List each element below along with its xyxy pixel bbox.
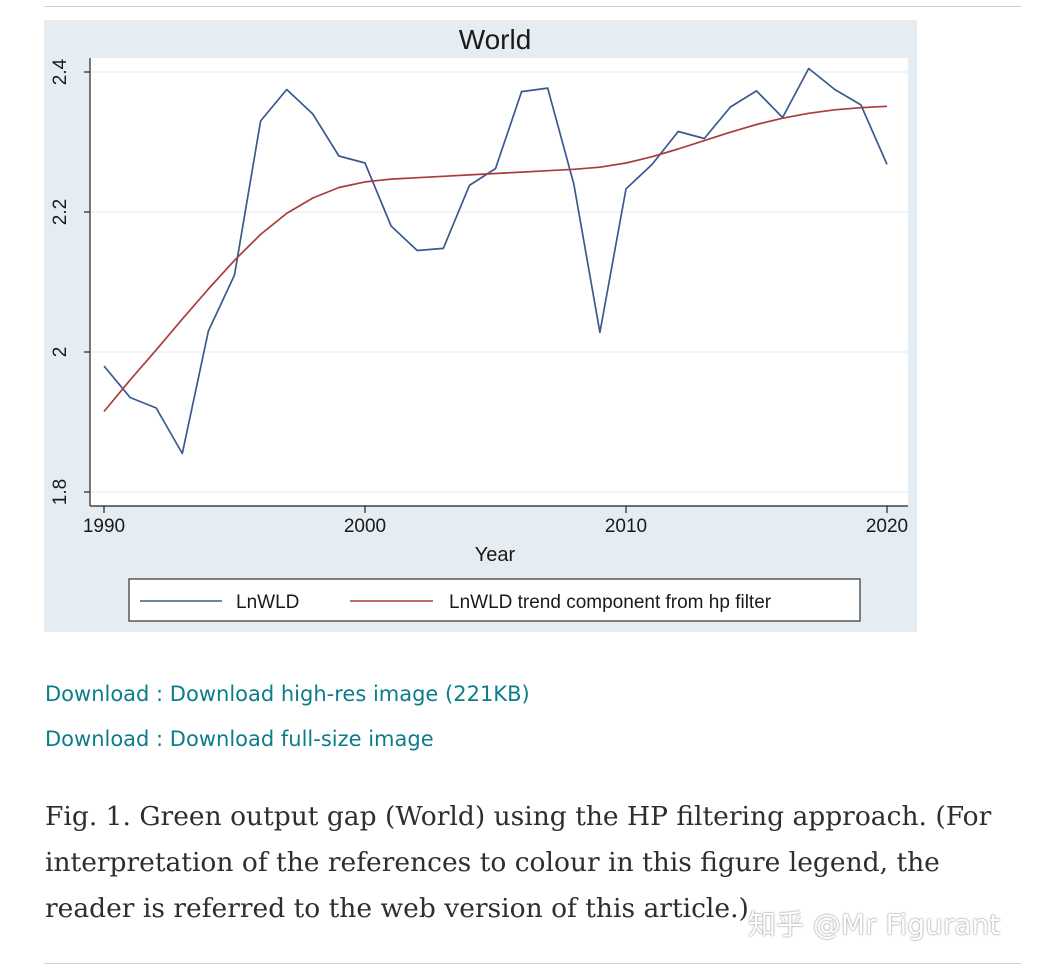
series-line-trend [103,105,888,413]
download-full-size-link[interactable]: Download : Download full-size image [45,727,434,751]
download-high-res-link[interactable]: Download : Download high-res image (221K… [45,682,530,706]
y-tick-label: 2 [50,347,71,358]
plot-area [90,58,908,506]
legend-label-lnwld: LnWLD [236,592,299,613]
x-axis-label: Year [475,544,516,566]
x-tick-label: 1990 [83,516,125,537]
watermark: 知乎 @Mr Figurant [748,908,1001,941]
legend-box [128,578,861,622]
top-divider [44,6,1021,7]
x-tick-label: 2020 [866,516,908,537]
chart-svg: World 1.8 2 2.2 2.4 1990 2000 2010 2020 Year Ln… [44,20,917,632]
grid-layer [90,71,908,493]
figure-chart: World 1.8 2 2.2 2.4 1990 2000 2010 2020 Year Ln… [44,20,917,632]
axis-layer: 1.8 2 2.2 2.4 1990 2000 2010 2020 [50,58,908,537]
x-tick-label: 2010 [605,516,647,537]
legend-label-trend: LnWLD trend component from hp filter [449,592,772,613]
series-layer [103,67,888,455]
legend: LnWLD LnWLD trend component from hp filt… [128,578,861,622]
series-line-lnwld [103,67,888,455]
bottom-divider [44,963,1021,964]
x-tick-label: 2000 [344,516,386,537]
y-tick-label: 2.2 [50,199,71,225]
y-tick-label: 2.4 [50,58,71,85]
chart-title: World [459,24,532,55]
figure-caption: Fig. 1. Green output gap (World) using t… [45,801,992,924]
y-tick-label: 1.8 [50,479,71,505]
